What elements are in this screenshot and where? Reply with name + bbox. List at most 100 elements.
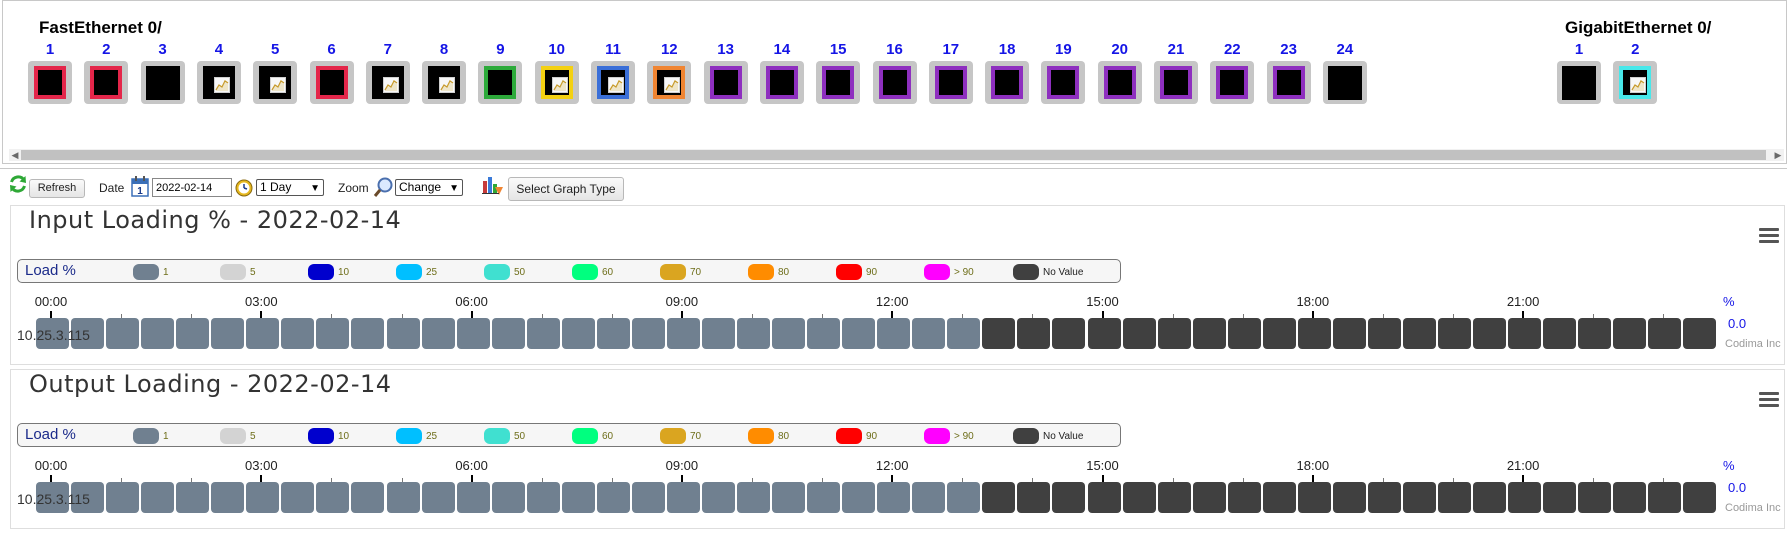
fast-port-2[interactable] [84, 61, 129, 104]
load-cell[interactable] [526, 318, 560, 349]
fast-port-13[interactable] [703, 61, 748, 104]
load-cell[interactable] [141, 318, 175, 349]
load-cell[interactable] [1683, 482, 1717, 513]
load-cell[interactable] [351, 318, 385, 349]
load-cell[interactable] [1332, 482, 1366, 513]
load-cell[interactable] [71, 318, 105, 349]
load-cell[interactable] [912, 482, 946, 513]
calendar-icon[interactable]: 1 [131, 176, 149, 197]
scroll-right-arrow-icon[interactable]: ▶ [1774, 150, 1782, 160]
load-cell[interactable] [211, 318, 245, 349]
load-cell[interactable] [176, 318, 210, 349]
fast-port-24[interactable] [1322, 61, 1367, 104]
fast-port-5[interactable] [253, 61, 298, 104]
load-cell[interactable] [596, 318, 630, 349]
fast-port-11[interactable] [591, 61, 635, 104]
load-cell[interactable] [772, 318, 806, 349]
period-select[interactable]: 1 Day ▼ [256, 179, 324, 196]
load-cell[interactable] [1543, 482, 1577, 513]
load-cell[interactable] [176, 482, 210, 513]
load-cell[interactable] [351, 482, 385, 513]
load-cell[interactable] [666, 318, 700, 349]
load-cell[interactable] [631, 482, 665, 513]
load-cell[interactable] [807, 482, 841, 513]
fast-port-1[interactable] [28, 61, 72, 104]
fast-port-14[interactable] [759, 61, 804, 104]
load-cell[interactable] [1122, 482, 1156, 513]
load-cell[interactable] [71, 482, 105, 513]
load-cell[interactable] [1297, 318, 1331, 349]
load-cell[interactable] [1122, 318, 1156, 349]
load-cell[interactable] [1367, 318, 1401, 349]
load-cell[interactable] [1508, 482, 1542, 513]
zoom-magnifier-icon[interactable] [373, 176, 395, 198]
zoom-select[interactable]: Change ▼ [395, 179, 463, 196]
load-cell[interactable] [1473, 318, 1507, 349]
load-cell[interactable] [982, 482, 1016, 513]
load-cell[interactable] [281, 482, 315, 513]
load-cell[interactable] [1402, 482, 1436, 513]
scroll-left-arrow-icon[interactable]: ◀ [11, 150, 19, 160]
load-cell[interactable] [1367, 482, 1401, 513]
load-cell[interactable] [491, 318, 525, 349]
load-cell[interactable] [561, 482, 595, 513]
load-cell[interactable] [386, 318, 420, 349]
load-cell[interactable] [701, 482, 735, 513]
gig-port-1[interactable] [1557, 61, 1601, 104]
load-cell[interactable] [1017, 482, 1051, 513]
period-clock-icon[interactable] [234, 177, 254, 197]
load-cell[interactable] [982, 318, 1016, 349]
select-graph-type-button[interactable]: Select Graph Type [508, 177, 624, 201]
refresh-icon[interactable] [8, 174, 28, 194]
fast-port-16[interactable] [872, 61, 917, 104]
load-cell[interactable] [1262, 482, 1296, 513]
fast-port-4[interactable] [196, 61, 241, 104]
load-cell[interactable] [1613, 482, 1647, 513]
load-cell[interactable] [1332, 318, 1366, 349]
load-cell[interactable] [1052, 482, 1086, 513]
graph-type-icon[interactable] [482, 175, 506, 197]
load-cell[interactable] [1402, 318, 1436, 349]
fast-port-20[interactable] [1097, 61, 1142, 104]
fast-port-7[interactable] [365, 61, 410, 104]
load-cell[interactable] [1192, 482, 1226, 513]
load-cell[interactable] [1648, 482, 1682, 513]
load-cell[interactable] [316, 482, 350, 513]
load-cell[interactable] [211, 482, 245, 513]
load-cell[interactable] [666, 482, 700, 513]
load-cell[interactable] [1297, 482, 1331, 513]
load-cell[interactable] [737, 318, 770, 349]
load-cell[interactable] [1683, 318, 1717, 349]
load-cell[interactable] [1438, 318, 1471, 349]
fast-port-22[interactable] [1210, 61, 1255, 104]
load-cell[interactable] [421, 318, 455, 349]
load-cell[interactable] [106, 482, 140, 513]
load-cell[interactable] [456, 482, 490, 513]
fast-port-9[interactable] [478, 61, 523, 104]
fast-port-18[interactable] [985, 61, 1030, 104]
load-cell[interactable] [1613, 318, 1647, 349]
load-cell[interactable] [596, 482, 630, 513]
load-cell[interactable] [1262, 318, 1296, 349]
load-cell[interactable] [1648, 318, 1682, 349]
load-cell[interactable] [1192, 318, 1226, 349]
load-cell[interactable] [456, 318, 490, 349]
load-cell[interactable] [316, 318, 350, 349]
fast-port-10[interactable] [534, 61, 579, 104]
load-cell[interactable] [912, 318, 946, 349]
chart-menu-icon[interactable] [1759, 228, 1779, 244]
fast-port-6[interactable] [309, 61, 354, 104]
load-cell[interactable] [772, 482, 806, 513]
load-cell[interactable] [842, 318, 876, 349]
fast-port-19[interactable] [1041, 61, 1086, 104]
load-cell[interactable] [36, 318, 69, 349]
fast-port-23[interactable] [1266, 61, 1311, 104]
fast-port-15[interactable] [816, 61, 861, 104]
load-cell[interactable] [1473, 482, 1507, 513]
load-cell[interactable] [421, 482, 455, 513]
horizontal-scrollbar[interactable]: ◀ ▶ [9, 149, 1784, 161]
fast-port-21[interactable] [1154, 61, 1198, 104]
load-cell[interactable] [877, 318, 911, 349]
load-cell[interactable] [386, 482, 420, 513]
load-cell[interactable] [1087, 482, 1121, 513]
